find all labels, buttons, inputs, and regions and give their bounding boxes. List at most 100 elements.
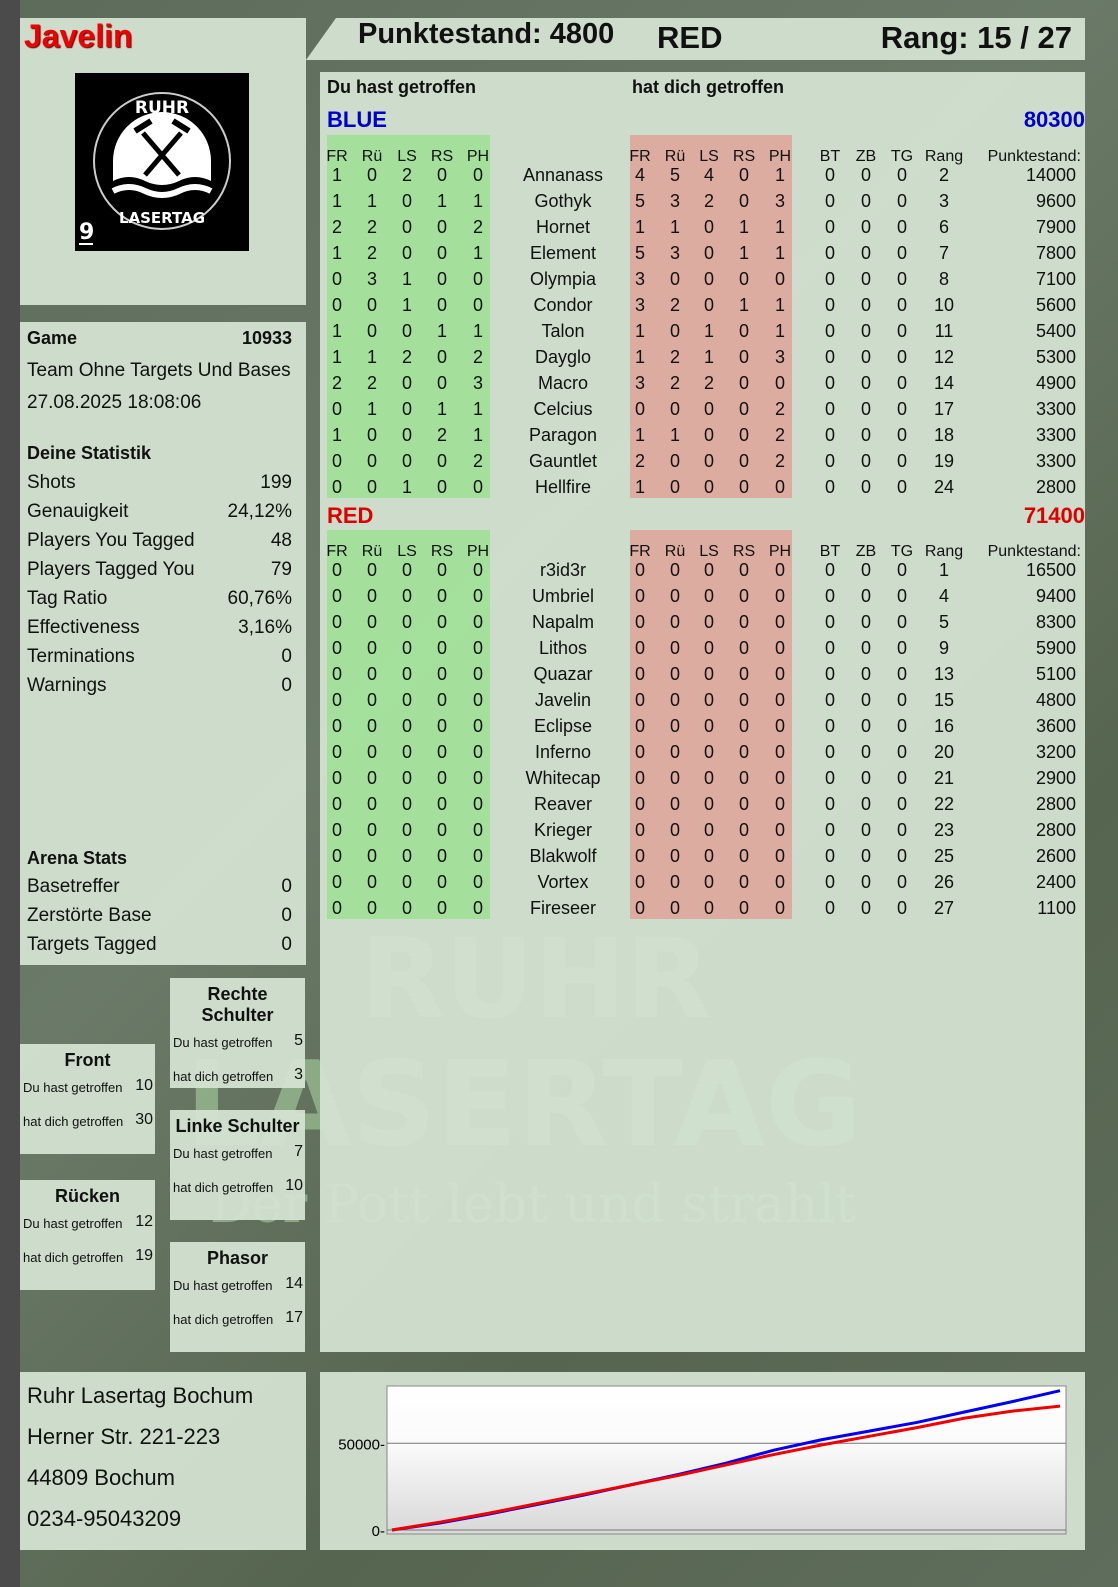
hit-you-value: 0 [703, 451, 715, 471]
player-zb: 0 [860, 347, 872, 367]
hit-you-value: 0 [774, 820, 786, 840]
you-hit-value: 0 [436, 243, 448, 263]
hitzone-you-hit-value: 7 [294, 1143, 303, 1160]
hit-you-value: 0 [774, 690, 786, 710]
you-hit-value: 0 [436, 716, 448, 736]
hit-you-value: 0 [669, 477, 681, 497]
you-hit-value: 0 [436, 477, 448, 497]
hit-you-value: 0 [774, 742, 786, 762]
you-hit-value: 0 [401, 425, 413, 445]
player-bt: 0 [824, 399, 836, 419]
hit-you-value: 0 [669, 664, 681, 684]
column-header: BT [819, 543, 841, 560]
you-hit-value: 0 [436, 451, 448, 471]
you-hit-value: 0 [331, 451, 343, 471]
you-hit-value: 0 [366, 586, 378, 606]
player-zb: 0 [860, 373, 872, 393]
you-hit-value: 2 [366, 243, 378, 263]
hitzone-you-hit-row: Du hast getroffen 5 [170, 1026, 305, 1050]
hit-you-value: 1 [774, 217, 786, 237]
you-hit-value: 0 [401, 768, 413, 788]
you-hit-value: 2 [472, 451, 484, 471]
hit-you-value: 5 [634, 243, 646, 263]
hit-you-value: 0 [703, 425, 715, 445]
player-zb: 0 [860, 477, 872, 497]
hit-you-value: 0 [669, 560, 681, 580]
player-rank: 27 [933, 898, 955, 918]
player-name: Blakwolf [529, 846, 597, 866]
hitzone-hit-you-row: hat dich getroffen 10 [170, 1161, 305, 1195]
hit-you-value: 0 [738, 165, 750, 185]
you-hit-value: 0 [401, 373, 413, 393]
player-tg: 0 [896, 165, 908, 185]
hitzone-hit-you-row: hat dich getroffen 3 [170, 1050, 305, 1084]
you-hit-value: 0 [401, 742, 413, 762]
player-name: Macro [537, 373, 589, 393]
hit-you-value: 0 [703, 742, 715, 762]
header-rank: Rang: 15 / 27 [880, 20, 1072, 55]
you-hit-value: 1 [472, 321, 484, 341]
player-zb: 0 [860, 399, 872, 419]
you-hit-bg-red [327, 530, 490, 919]
stat-row: Players Tagged You 79 [27, 559, 292, 581]
header-bar [306, 18, 1085, 60]
player-rank: 23 [933, 820, 955, 840]
player-bt: 0 [824, 425, 836, 445]
hit-you-value: 0 [738, 872, 750, 892]
hitzone-hit-you-label: hat dich getroffen [23, 1250, 124, 1265]
svg-text:RUHR: RUHR [135, 98, 189, 118]
stat-row: Effectiveness 3,16% [27, 617, 292, 639]
stat-value: 48 [270, 530, 292, 551]
player-score: 4900 [1035, 373, 1076, 393]
player-name: Reaver [533, 794, 593, 814]
player-tg: 0 [896, 560, 908, 580]
you-hit-value: 0 [401, 638, 413, 658]
hit-you-value: 0 [738, 742, 750, 762]
you-hit-value: 0 [436, 269, 448, 289]
player-rank: 3 [938, 191, 950, 211]
column-header: PH [768, 543, 792, 560]
hit-you-value: 0 [738, 846, 750, 866]
player-bt: 0 [824, 560, 836, 580]
player-rank: 2 [938, 165, 950, 185]
you-hit-value: 0 [401, 820, 413, 840]
column-header: Punktestand: [987, 543, 1081, 560]
hitzone-title: Rechte Schulter [201, 984, 274, 1025]
player-name: Talon [541, 321, 585, 341]
hit-you-value: 0 [774, 716, 786, 736]
hit-you-value: 0 [774, 560, 786, 580]
you-hit-value: 1 [401, 477, 413, 497]
hit-you-value: 0 [774, 612, 786, 632]
hit-you-value: 0 [738, 269, 750, 289]
hit-you-value: 0 [738, 716, 750, 736]
you-hit-value: 1 [472, 191, 484, 211]
player-zb: 0 [860, 586, 872, 606]
game-id: 10933 [241, 328, 292, 348]
column-header: LS [397, 148, 417, 165]
player-name: Krieger [533, 820, 593, 840]
hit-you-value: 1 [738, 217, 750, 237]
hitzone-you-hit-value: 12 [135, 1213, 153, 1230]
player-rank: 12 [933, 347, 955, 367]
hit-you-value: 0 [703, 295, 715, 315]
plot-area [386, 1385, 1067, 1535]
hit-you-value: 3 [634, 295, 646, 315]
player-name: Napalm [531, 612, 595, 632]
hit-you-value: 0 [703, 664, 715, 684]
you-hit-value: 1 [436, 399, 448, 419]
player-score: 7100 [1035, 269, 1076, 289]
hit-you-value: 0 [774, 898, 786, 918]
you-hit-value: 0 [366, 820, 378, 840]
player-tg: 0 [896, 664, 908, 684]
hit-you-value: 0 [634, 638, 646, 658]
column-header: Rü [361, 543, 383, 560]
hitzone-you-hit-row: Du hast getroffen 12 [20, 1207, 155, 1231]
you-hit-value: 0 [401, 399, 413, 419]
hit-you-value: 0 [703, 898, 715, 918]
player-score: 3600 [1035, 716, 1076, 736]
player-name: Paragon [528, 425, 598, 445]
arena-label: Basetreffer [27, 876, 120, 897]
you-hit-value: 0 [472, 165, 484, 185]
hit-you-value: 0 [669, 898, 681, 918]
stat-label: Players You Tagged [27, 530, 195, 551]
